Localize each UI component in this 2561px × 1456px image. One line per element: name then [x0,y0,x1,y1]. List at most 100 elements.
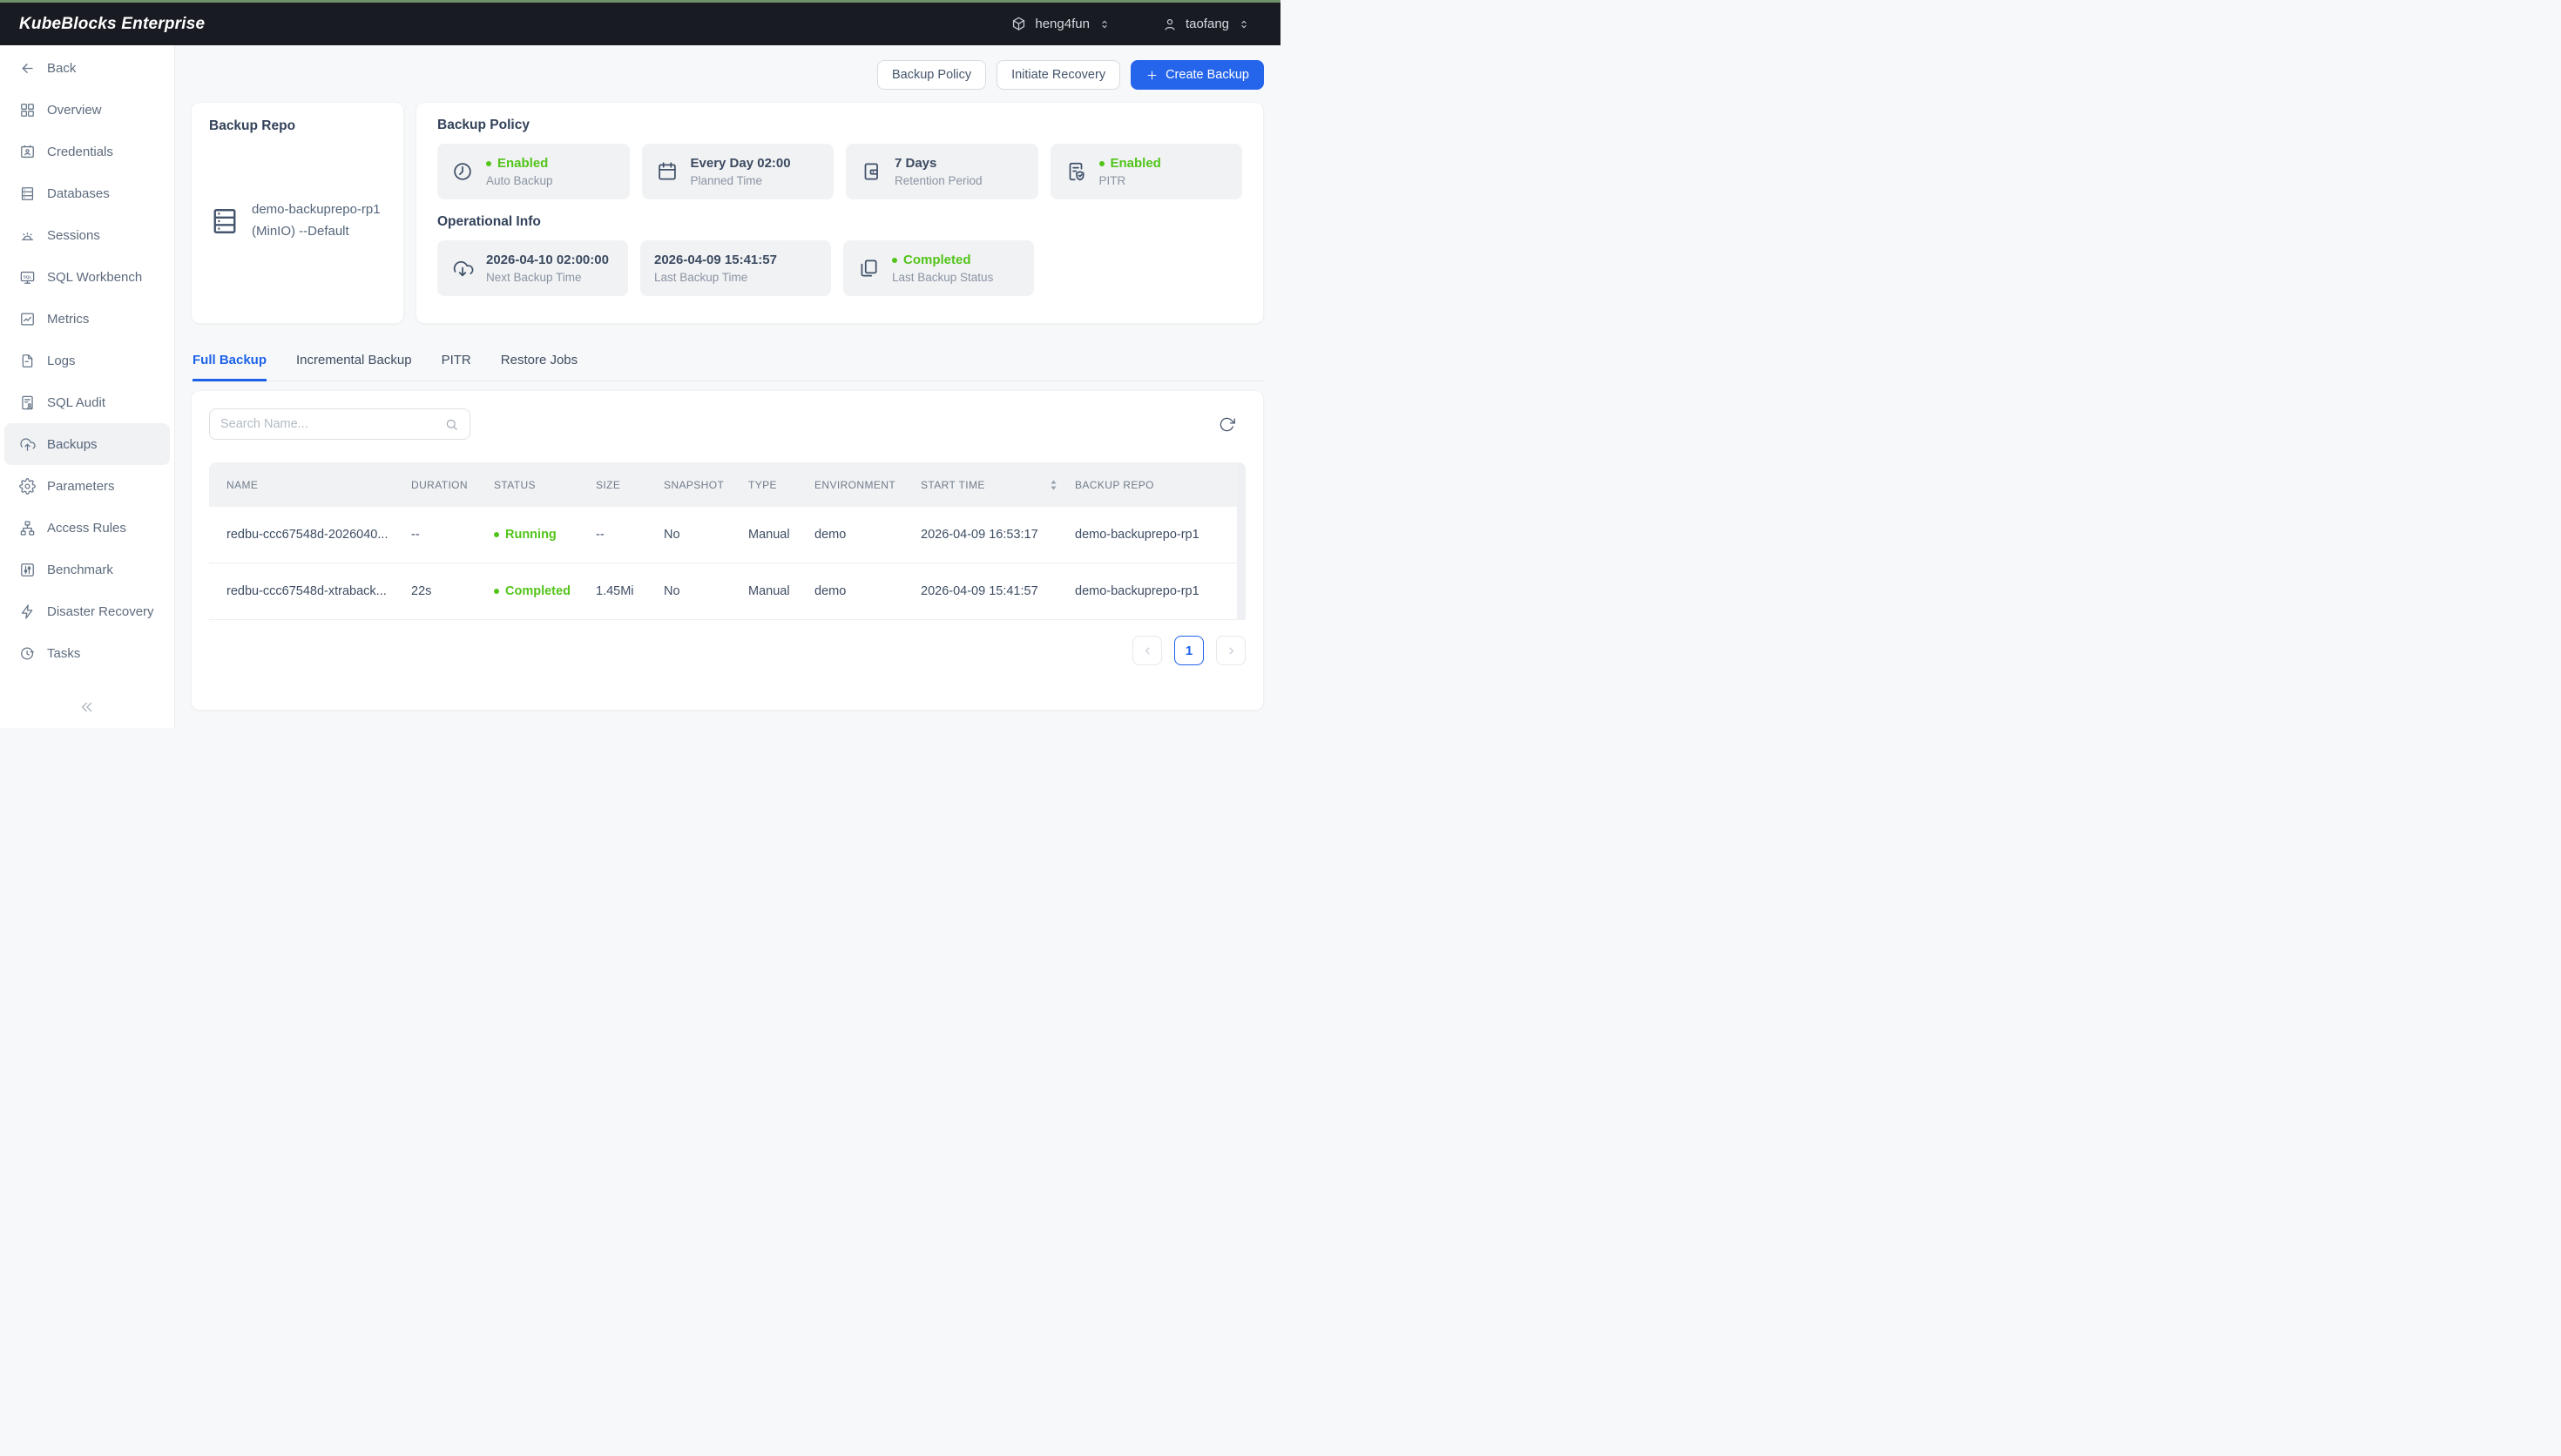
pagination-next-button[interactable] [1216,636,1246,665]
cell-duration: 22s [411,584,432,598]
search-icon[interactable] [444,417,459,432]
double-chevron-left-icon [78,698,96,716]
clock-icon [19,645,36,662]
sidebar-item-label: Tasks [47,645,81,661]
backup-policy-card: Backup Policy Enabled Auto Backup [416,102,1264,324]
sidebar-collapse-button[interactable] [0,698,174,716]
backup-repo-name-line2: (MinIO) --Default [252,223,349,239]
backup-list-card: NAME DURATION STATUS SIZE SNAPSHOT TYPE … [191,390,1264,711]
cloud-download-icon [451,257,474,280]
sidebar-item-credentials[interactable]: Credentials [4,131,170,172]
sidebar-item-benchmark[interactable]: Benchmark [4,549,170,590]
status-dot [486,160,491,166]
sidebar-item-overview[interactable]: Overview [4,89,170,131]
calendar-icon [656,160,679,183]
backup-tabs: Full Backup Incremental Backup PITR Rest… [191,345,1264,381]
table-scrollbar[interactable] [1237,462,1246,620]
sidebar-item-backups[interactable]: Backups [4,423,170,465]
org-selector[interactable]: heng4fun [1010,16,1112,32]
tile-value: 2026-04-09 15:41:57 [654,253,777,267]
tile-value: 2026-04-10 02:00:00 [486,253,609,267]
col-duration: DURATION [411,478,468,491]
tile-value: Completed [892,253,993,267]
col-start-time: START TIME [921,479,1075,491]
sidebar-item-disaster-recovery[interactable]: Disaster Recovery [4,590,170,632]
tile-label: Retention Period [895,174,983,187]
cell-type: Manual [748,528,790,542]
pagination-prev-button[interactable] [1132,636,1162,665]
doc-person-icon [19,394,36,411]
tab-incremental-backup[interactable]: Incremental Backup [296,353,412,367]
last-backup-time-tile: 2026-04-09 15:41:57 Last Backup Time [640,240,831,296]
id-card-icon [19,144,36,160]
chevron-updown-icon [1098,17,1112,31]
cloud-upload-icon [19,436,36,453]
sidebar-item-sessions[interactable]: Sessions [4,214,170,256]
cell-status: Running [494,528,596,542]
topbar: KubeBlocks Enterprise heng4fun taofang [0,3,1280,45]
sidebar-item-metrics[interactable]: Metrics [4,298,170,340]
sidebar-item-label: Parameters [47,478,115,494]
backup-policy-button[interactable]: Backup Policy [877,60,987,90]
sidebar-item-access-rules[interactable]: Access Rules [4,507,170,549]
sidebar-item-databases[interactable]: Databases [4,172,170,214]
tile-value: Enabled [486,156,553,171]
tab-pitr[interactable]: PITR [441,353,471,367]
wallet-icon [860,160,882,183]
tile-label: Auto Backup [486,174,553,187]
sidebar-item-label: Credentials [47,144,113,159]
backup-repo-name: demo-backuprepo-rp1 (MinIO) --Default [252,199,381,243]
sidebar-item-parameters[interactable]: Parameters [4,465,170,507]
table-row[interactable]: redbu-ccc67548d-xtraback... 22s Complete… [209,563,1246,620]
planned-time-tile: Every Day 02:00 Planned Time [641,144,834,199]
tile-label: Last Backup Status [892,271,994,284]
search-box [209,408,470,440]
initiate-recovery-button[interactable]: Initiate Recovery [997,60,1121,90]
refresh-icon[interactable] [1219,416,1235,433]
sitemap-icon [19,520,36,536]
tab-full-backup[interactable]: Full Backup [193,345,267,381]
doc-shield-icon [1064,160,1087,183]
tile-label: Last Backup Time [654,271,748,284]
search-input[interactable] [220,417,444,431]
backup-repo-title: Backup Repo [209,118,296,133]
cell-start-time: 2026-04-09 16:53:17 [921,528,1038,542]
page-actions: Backup Policy Initiate Recovery Create B… [191,60,1264,90]
app-logo: KubeBlocks Enterprise [19,14,206,33]
cell-size: -- [596,528,605,542]
copy-icon [857,257,880,280]
chevron-updown-icon [1237,17,1251,31]
tab-restore-jobs[interactable]: Restore Jobs [500,353,578,367]
sidebar-item-tasks[interactable]: Tasks [4,632,170,674]
last-backup-status-tile: Completed Last Backup Status [843,240,1034,296]
cell-backup-repo: demo-backuprepo-rp1 [1075,584,1199,598]
pagination-page-1[interactable]: 1 [1174,636,1204,665]
cell-start-time: 2026-04-09 15:41:57 [921,584,1038,598]
cell-snapshot: No [664,528,680,542]
operational-info-tiles: 2026-04-10 02:00:00 Next Backup Time 202… [437,240,1242,296]
cell-type: Manual [748,584,790,598]
sidebar-item-label: SQL Audit [47,394,105,410]
cube-icon [1010,16,1027,32]
cell-backup-repo: demo-backuprepo-rp1 [1075,528,1199,542]
cell-status: Completed [494,584,596,598]
tile-value: Every Day 02:00 [690,156,791,171]
table-row[interactable]: redbu-ccc67548d-2026040... -- Running --… [209,507,1246,563]
sidebar-item-sql-workbench[interactable]: SQL SQL Workbench [4,256,170,298]
sort-icon[interactable] [1050,479,1058,491]
cell-size: 1.45Mi [596,584,634,598]
sidebar-item-sql-audit[interactable]: SQL Audit [4,381,170,423]
cell-name: redbu-ccc67548d-2026040... [226,528,389,542]
sidebar-back[interactable]: Back [4,47,170,89]
create-backup-button[interactable]: Create Backup [1131,60,1264,90]
tile-label: Next Backup Time [486,271,582,284]
backup-repo-card: Backup Repo demo-backuprepo-rp1 (MinIO) … [191,102,404,324]
plus-icon [1145,69,1159,82]
user-menu[interactable]: taofang [1162,17,1251,32]
gear-icon [19,477,36,495]
sidebar-item-logs[interactable]: Logs [4,340,170,381]
col-size: SIZE [596,478,621,491]
svg-text:SQL: SQL [24,274,32,280]
main-content: Backup Policy Initiate Recovery Create B… [175,45,1280,728]
col-snapshot: SNAPSHOT [664,478,725,491]
